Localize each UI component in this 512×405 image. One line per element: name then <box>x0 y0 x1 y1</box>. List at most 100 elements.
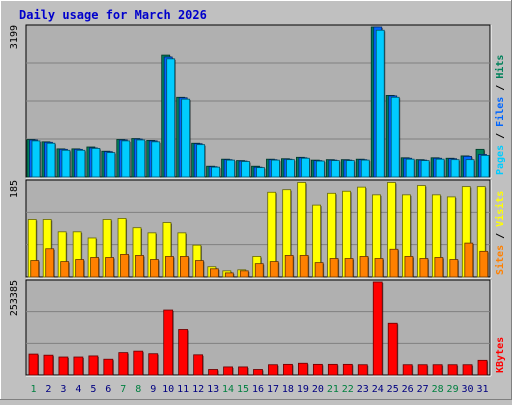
bar-fill <box>193 354 204 376</box>
bar-fill <box>211 166 220 178</box>
bar-fill <box>372 281 383 376</box>
bar-fill <box>301 157 310 178</box>
bar-fill <box>447 364 458 376</box>
bar-fill <box>465 159 475 178</box>
bar-pages-day-31 <box>480 155 491 178</box>
bar-fill <box>314 262 324 278</box>
bar-fill <box>239 270 249 278</box>
bar-fill <box>464 242 474 278</box>
bar-fill <box>462 364 473 376</box>
bar-pages-day-24 <box>375 29 386 178</box>
x-tick-label-day-26: 26 <box>402 384 414 395</box>
x-tick-label-day-16: 16 <box>252 384 264 395</box>
bar-fill <box>224 272 234 278</box>
bar-sites-day-21 <box>329 258 340 278</box>
bar-kbytes-day-3 <box>58 356 69 376</box>
legend-item-visits: Visits <box>494 191 506 227</box>
bar-kbytes-day-2 <box>43 354 54 376</box>
bar-sites-day-24 <box>374 258 384 278</box>
x-tick-label-day-12: 12 <box>192 384 204 395</box>
x-tick-label-day-23: 23 <box>357 384 369 395</box>
bar-fill <box>194 260 204 278</box>
panel-middle: 185 Sites / Visits <box>9 179 506 279</box>
bar-fill <box>420 160 430 178</box>
bar-fill <box>375 29 385 178</box>
bar-fill <box>28 353 39 376</box>
panel-middle-legend: Sites / Visits <box>494 191 506 275</box>
bar-fill <box>30 260 40 278</box>
legend-item-pages: Pages <box>495 145 506 175</box>
bar-fill <box>344 258 354 278</box>
bar-pages-day-26 <box>405 158 416 178</box>
bar-pages-day-11 <box>181 98 191 178</box>
bar-fill <box>284 255 294 278</box>
bar-pages-day-29 <box>450 159 461 178</box>
bar-fill <box>402 364 413 376</box>
bar-fill <box>434 257 444 278</box>
bar-kbytes-day-23 <box>357 364 369 376</box>
bar-fill <box>419 258 429 278</box>
bar-pages-day-2 <box>46 142 56 178</box>
x-tick-label-day-10: 10 <box>162 384 174 395</box>
bar-sites-day-28 <box>434 257 444 278</box>
bar-kbytes-day-13 <box>208 369 219 376</box>
bar-kbytes-day-15 <box>238 366 249 376</box>
x-tick-label-day-11: 11 <box>177 384 189 395</box>
bar-sites-day-19 <box>299 255 310 278</box>
bar-pages-day-18 <box>286 159 296 178</box>
bar-fill <box>417 364 428 376</box>
bar-pages-day-8 <box>136 139 146 178</box>
bar-fill <box>226 159 235 178</box>
x-tick-label-day-5: 5 <box>90 384 96 395</box>
bar-fill <box>238 366 248 376</box>
bar-fill <box>103 358 114 376</box>
bar-fill <box>133 350 144 376</box>
bar-sites-day-1 <box>30 260 40 278</box>
bar-pages-day-13 <box>211 166 221 178</box>
bar-pages-day-15 <box>241 161 251 178</box>
x-tick-label-day-8: 8 <box>135 384 141 395</box>
bar-sites-day-26 <box>404 256 414 278</box>
bar-fill <box>286 159 295 178</box>
x-tick-label-day-7: 7 <box>120 384 126 395</box>
bar-fill <box>166 58 176 178</box>
panel-top: 3199 Pages / Files / Hits <box>9 24 506 179</box>
bar-pages-day-17 <box>271 159 281 178</box>
bar-kbytes-day-7 <box>118 352 129 376</box>
bar-pages-day-27 <box>420 160 431 178</box>
bar-kbytes-day-19 <box>298 362 309 376</box>
x-tick-label-day-4: 4 <box>75 384 81 395</box>
bar-kbytes-day-12 <box>193 354 204 376</box>
bar-kbytes-day-30 <box>462 364 474 376</box>
panel-top-legend: Pages / Files / Hits <box>494 55 506 175</box>
bar-fill <box>405 158 415 178</box>
bar-sites-day-7 <box>120 254 130 278</box>
bar-fill <box>31 140 41 178</box>
bar-fill <box>75 259 85 278</box>
panel-bottom: 253385 KBytes <box>9 279 506 377</box>
bar-fill <box>253 369 263 376</box>
panel-bottom-legend: KBytes <box>495 337 506 373</box>
bar-sites-day-6 <box>105 257 115 278</box>
bar-sites-day-23 <box>359 256 370 278</box>
bar-fill <box>43 354 54 376</box>
bar-kbytes-day-16 <box>253 369 264 376</box>
bar-fill <box>435 158 445 178</box>
x-tick-label-day-3: 3 <box>60 384 66 395</box>
bar-kbytes-day-27 <box>417 364 429 376</box>
bar-pages-day-14 <box>226 159 236 178</box>
panel-bottom-max-label: 253385 <box>9 280 20 316</box>
x-tick-label-day-2: 2 <box>45 384 51 395</box>
bar-pages-day-20 <box>315 160 326 178</box>
bar-fill <box>88 355 99 376</box>
bar-fill <box>269 261 279 278</box>
bar-kbytes-day-24 <box>372 281 384 376</box>
bar-fill <box>254 263 264 278</box>
x-tick-label-day-21: 21 <box>327 384 339 395</box>
bar-fill <box>151 141 161 178</box>
x-tick-label-day-19: 19 <box>297 384 309 395</box>
bar-pages-day-10 <box>166 58 176 178</box>
legend-item-sites: Sites <box>494 245 506 275</box>
